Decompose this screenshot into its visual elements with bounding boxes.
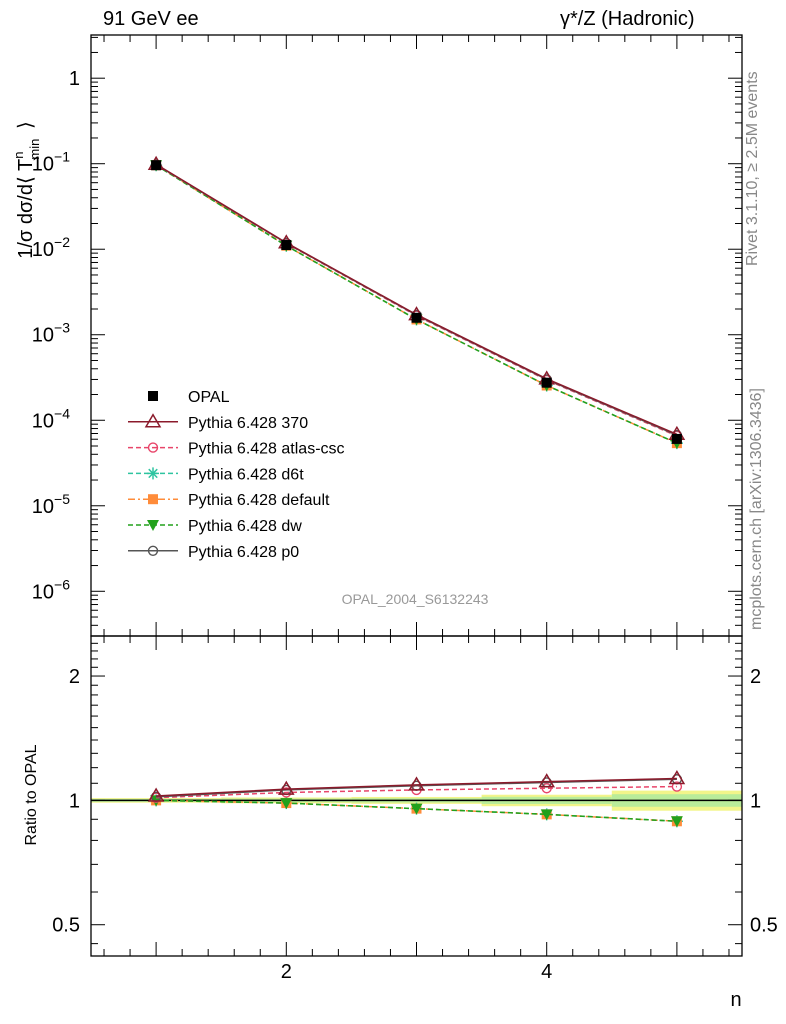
data-point [541, 377, 552, 388]
y-tick-label: 10−1 [32, 149, 70, 176]
y-tick-label: 10−2 [32, 234, 70, 261]
series-line [155, 164, 678, 436]
ratio-ylabel: Ratio to OPAL [23, 744, 40, 845]
data-point [671, 433, 682, 444]
x-tick-label: 4 [541, 961, 552, 983]
y-tick-label: 10−5 [32, 491, 70, 518]
ratio-frame [90, 635, 743, 957]
ratio-series-line [156, 777, 677, 797]
data-point [408, 776, 425, 791]
ratio-y-tick-label: 0.5 [52, 915, 80, 937]
ratio-y-tick-label-right: 2 [750, 666, 761, 688]
data-point [411, 312, 422, 323]
main-panel: 1 10−1 10−2 10−3 10−4 10−5 10−6 [32, 35, 742, 956]
legend-label: Pythia 6.428 default [188, 492, 330, 509]
y-tick-label: 10−3 [32, 320, 70, 347]
series-line [155, 164, 678, 444]
data-point [671, 781, 683, 792]
data-point [281, 240, 292, 251]
ratio-y-tick-label-right: 1 [750, 790, 761, 812]
ratio-y-tick-label: 1 [69, 790, 80, 812]
data-point [148, 494, 158, 505]
legend-label: Pythia 6.428 p0 [188, 544, 299, 561]
data-point [277, 780, 295, 795]
star-stroke [148, 468, 158, 479]
data-point [147, 467, 159, 480]
legend: OPAL Pythia 6.428 370 Pythia 6.428 atlas-c… [128, 389, 345, 561]
data-point [147, 520, 159, 531]
x-tick-label: 2 [281, 961, 292, 983]
data-point [410, 803, 423, 815]
y-tick-label: 1 [69, 68, 80, 90]
ratio-y-tick-label: 2 [69, 666, 80, 688]
series-line [155, 164, 678, 437]
ratio-series-line [156, 778, 677, 798]
legend-label: Pythia 6.428 atlas-csc [188, 441, 345, 458]
series-line [155, 163, 678, 435]
data-point [147, 787, 165, 802]
analysis-annotation: OPAL_2004_S6132243 [342, 591, 489, 607]
legend-label: OPAL [188, 389, 230, 406]
data-point [540, 809, 553, 821]
data-point [670, 816, 683, 828]
data-point [151, 160, 162, 171]
legend-label: Pythia 6.428 dw [188, 518, 302, 535]
y-tick-label: 10−6 [32, 576, 70, 603]
ratio-y-tick-label-right: 0.5 [750, 915, 778, 937]
data-point [144, 413, 162, 428]
data-point [280, 798, 293, 810]
header-left-label: 91 GeV ee [103, 8, 199, 30]
data-point [147, 545, 159, 556]
ratio-panel: 2 4 2 2 1 1 0.5 0.5 [52, 642, 778, 983]
data-point [147, 442, 159, 453]
data-point [668, 769, 686, 785]
data-point [148, 391, 158, 401]
data-point [538, 773, 556, 788]
legend-label: Pythia 6.428 d6t [188, 466, 304, 483]
y-tick-label: 10−4 [32, 405, 70, 432]
legend-label: Pythia 6.428 370 [188, 415, 308, 432]
data-point [541, 783, 552, 794]
header-right-label: γ*/Z (Hadronic) [560, 8, 695, 30]
x-axis-label: n [730, 989, 741, 1011]
main-ylabel: 1/σ dσ/d⟨ Tnmin ⟩ [11, 121, 42, 259]
